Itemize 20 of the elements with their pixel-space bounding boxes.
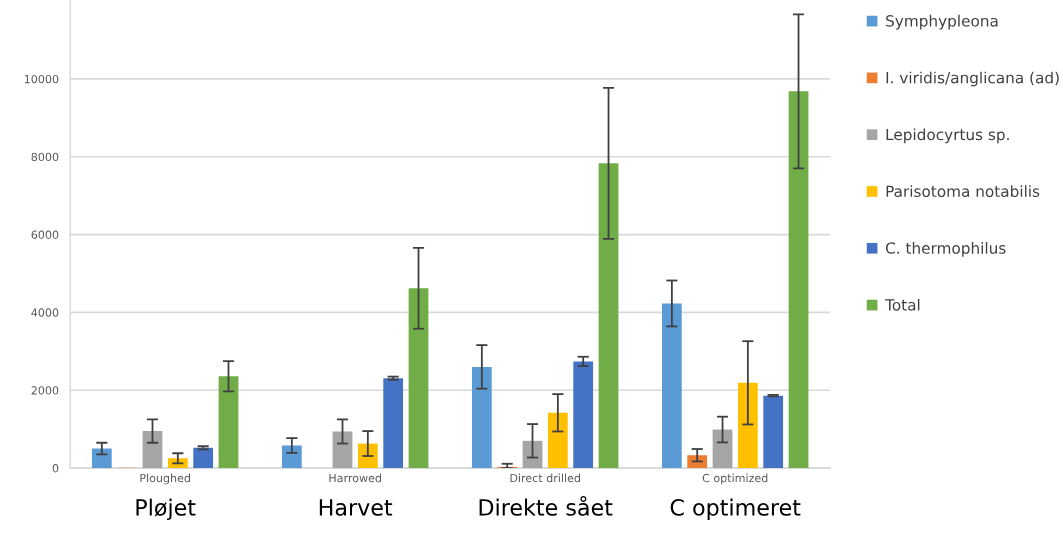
text: Pløjet — [136, 498, 196, 521]
x-tick-label: C optimized — [702, 473, 768, 485]
legend-label: Parisotoma notabilis — [886, 185, 1040, 198]
text: C optimeret — [670, 498, 801, 521]
text: Direkte sået — [479, 495, 613, 516]
x-tick-label: Harrowed — [329, 473, 381, 483]
y-tick-label: 2000 — [31, 386, 59, 395]
legend-label: Lepidocyrtus sp. — [886, 128, 1009, 144]
y-tick-label: 0 — [52, 464, 59, 473]
legend-label: Symphypleona — [886, 14, 998, 30]
y-tick-label: 10000 — [24, 74, 59, 84]
y-tick-label: 8000 — [31, 152, 59, 162]
text: Harvet — [319, 499, 393, 516]
legend-label: C. thermophilus — [885, 242, 1006, 257]
y-tick-label: 4000 — [31, 308, 59, 317]
x-tick-label: Ploughed — [140, 473, 190, 485]
y-tick-label: 6000 — [31, 230, 59, 239]
legend-label: Total — [885, 298, 920, 311]
x-tick-label: Direct drilled — [510, 473, 580, 483]
legend-label: I. viridis/anglicana (ad) — [886, 71, 1059, 87]
